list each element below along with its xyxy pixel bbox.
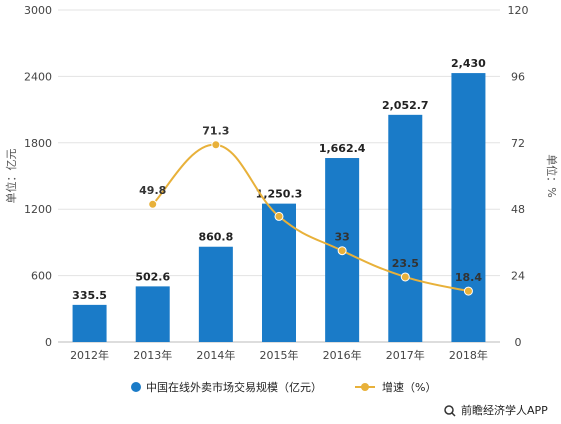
bar bbox=[72, 304, 107, 342]
legend-line-dot bbox=[361, 383, 369, 391]
x-tick-label: 2012年 bbox=[70, 348, 109, 362]
bar-value-label: 502.6 bbox=[135, 270, 170, 283]
bar-value-label: 860.8 bbox=[198, 231, 233, 244]
left-axis-ticks: 0 600 1200 1800 2400 3000 bbox=[24, 4, 52, 349]
x-tick-label: 2018年 bbox=[449, 348, 488, 362]
source-credit: 前瞻经济学人APP bbox=[444, 403, 548, 417]
left-tick-label: 3000 bbox=[24, 4, 52, 17]
left-tick-label: 2400 bbox=[24, 70, 52, 83]
growth-point bbox=[148, 199, 158, 209]
right-tick-label: 72 bbox=[511, 137, 525, 150]
growth-point bbox=[211, 140, 221, 150]
legend-bar-marker bbox=[131, 382, 141, 392]
source-text: 前瞻经济学人APP bbox=[461, 403, 548, 417]
left-tick-label: 0 bbox=[45, 336, 52, 349]
legend-bar-text: 中国在线外卖市场交易规模（亿元） bbox=[146, 380, 322, 394]
growth-point bbox=[400, 272, 410, 282]
growth-value-label: 49.8 bbox=[139, 184, 166, 197]
right-tick-label: 0 bbox=[515, 336, 522, 349]
growth-value-label: 71.3 bbox=[202, 125, 229, 138]
right-tick-label: 48 bbox=[511, 203, 525, 216]
bar-value-labels: 335.5 502.6 860.8 1,250.3 1,662.4 2,052.7 2,43… bbox=[72, 57, 486, 302]
growth-point bbox=[274, 211, 284, 221]
left-axis-title: 单位：亿元 bbox=[4, 149, 18, 204]
bar-value-label: 1,662.4 bbox=[319, 142, 366, 155]
bar bbox=[262, 203, 296, 342]
x-tick-label: 2013年 bbox=[133, 348, 172, 362]
bar-value-label: 2,430 bbox=[451, 57, 486, 70]
right-tick-label: 24 bbox=[511, 270, 525, 283]
growth-line-series bbox=[148, 140, 473, 296]
bar bbox=[388, 114, 423, 342]
bar-value-label: 2,052.7 bbox=[382, 99, 429, 112]
left-tick-label: 1800 bbox=[24, 137, 52, 150]
bar-series bbox=[72, 73, 486, 342]
legend-line-text: 增速（%） bbox=[382, 380, 436, 394]
search-icon bbox=[444, 405, 456, 417]
x-tick-label: 2017年 bbox=[386, 348, 425, 362]
growth-point bbox=[337, 246, 347, 256]
x-tick-label: 2016年 bbox=[323, 348, 362, 362]
bar-value-label: 1,250.3 bbox=[256, 188, 303, 201]
x-tick-label: 2014年 bbox=[196, 348, 235, 362]
right-tick-label: 120 bbox=[508, 4, 529, 17]
legend: 中国在线外卖市场交易规模（亿元） 增速（%） bbox=[131, 380, 436, 394]
right-axis-ticks: 0 24 48 72 96 120 bbox=[508, 4, 529, 349]
left-tick-label: 1200 bbox=[24, 203, 52, 216]
growth-value-labels: 49.8 71.3 33 23.5 18.4 bbox=[139, 125, 482, 284]
x-axis-ticks: 2012年 2013年 2014年 2015年 2016年 2017年 2018年 bbox=[70, 348, 488, 362]
growth-value-label: 23.5 bbox=[392, 257, 419, 270]
right-axis-title: 单位：% bbox=[545, 154, 559, 197]
x-tick-label: 2015年 bbox=[260, 348, 299, 362]
bar bbox=[198, 246, 233, 342]
growth-point bbox=[463, 286, 473, 296]
growth-value-label: 33 bbox=[334, 231, 349, 244]
bar bbox=[451, 73, 486, 342]
bar bbox=[135, 286, 170, 342]
growth-value-label: 18.4 bbox=[455, 271, 482, 284]
bar-value-label: 335.5 bbox=[72, 289, 107, 302]
right-tick-label: 96 bbox=[511, 70, 525, 83]
left-tick-label: 600 bbox=[31, 270, 52, 283]
